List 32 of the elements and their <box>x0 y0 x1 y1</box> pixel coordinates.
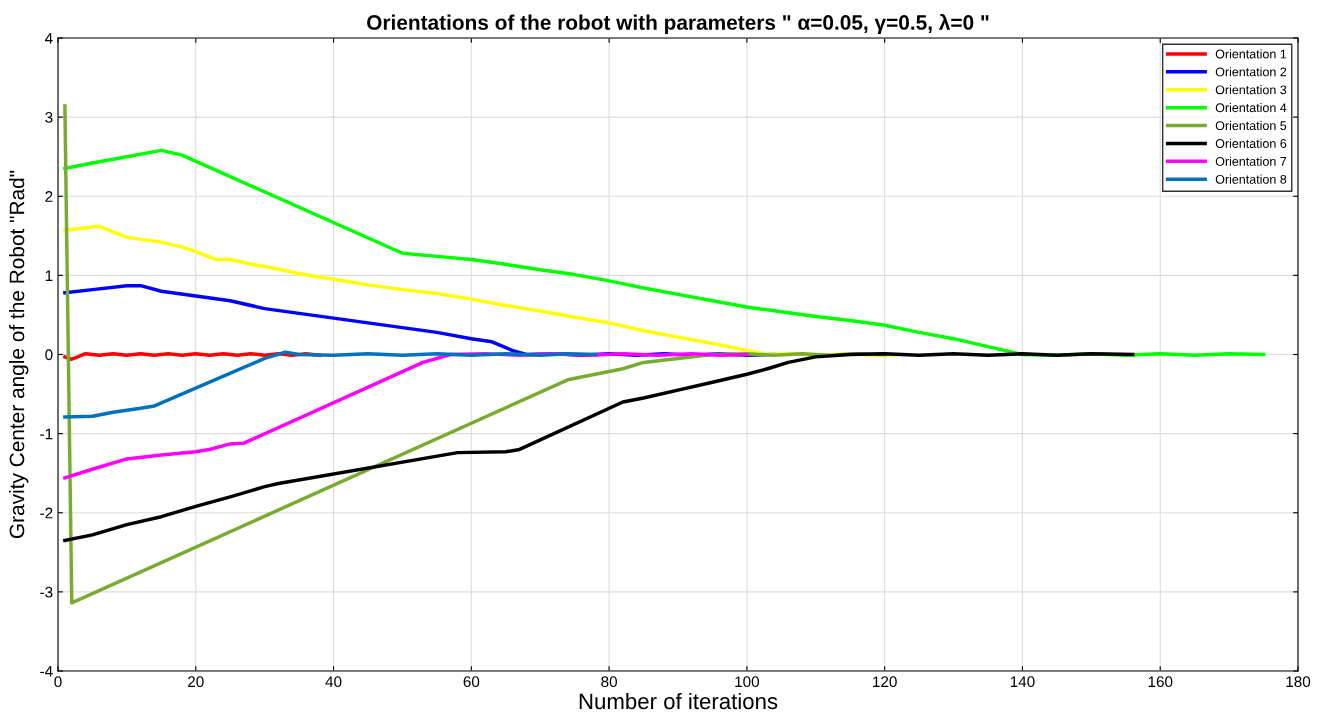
y-tick-label: -3 <box>40 586 53 598</box>
x-tick-label: 80 <box>601 676 618 688</box>
x-tick-label: 120 <box>873 676 897 688</box>
y-tick-label: 3 <box>45 111 53 123</box>
y-tick-label: 2 <box>45 191 53 202</box>
x-tick-label: 140 <box>1010 676 1035 688</box>
line-series <box>63 351 1135 543</box>
legend-label: Orientation 7 <box>1215 156 1287 166</box>
y-axis-title: Gravity Center angle of the Robot "Rad" <box>9 170 29 539</box>
y-tick-label: -4 <box>40 666 53 677</box>
legend-label: Orientation 3 <box>1215 85 1287 95</box>
legend-label: Orientation 4 <box>1215 102 1287 113</box>
legend-label: Orientation 5 <box>1215 120 1287 131</box>
y-tick-label: 4 <box>44 33 53 44</box>
x-tick-label: 40 <box>325 676 342 688</box>
x-tick-label: 180 <box>1286 676 1311 688</box>
x-tick-label: 160 <box>1148 676 1173 688</box>
x-tick-label: 100 <box>735 676 760 688</box>
legend-label: Orientation 1 <box>1215 49 1287 59</box>
x-axis-title: Number of iterations <box>579 692 778 710</box>
y-tick-label: 0 <box>45 349 53 361</box>
y-tick-label: -2 <box>40 507 53 519</box>
x-tick-label: 20 <box>188 676 204 688</box>
x-tick-label: 60 <box>463 676 480 688</box>
legend-label: Orientation 6 <box>1215 138 1287 148</box>
legend-label: Orientation 2 <box>1215 67 1287 77</box>
y-tick-label: -1 <box>40 428 53 440</box>
chart-title: Orientations of the robot with parameters " α=0.05, γ=0.5, λ=0 " <box>367 14 989 34</box>
y-tick-label: 1 <box>45 270 53 281</box>
legend-label: Orientation 8 <box>1215 174 1287 184</box>
x-tick-label: 0 <box>54 676 62 688</box>
line-series <box>63 350 598 419</box>
